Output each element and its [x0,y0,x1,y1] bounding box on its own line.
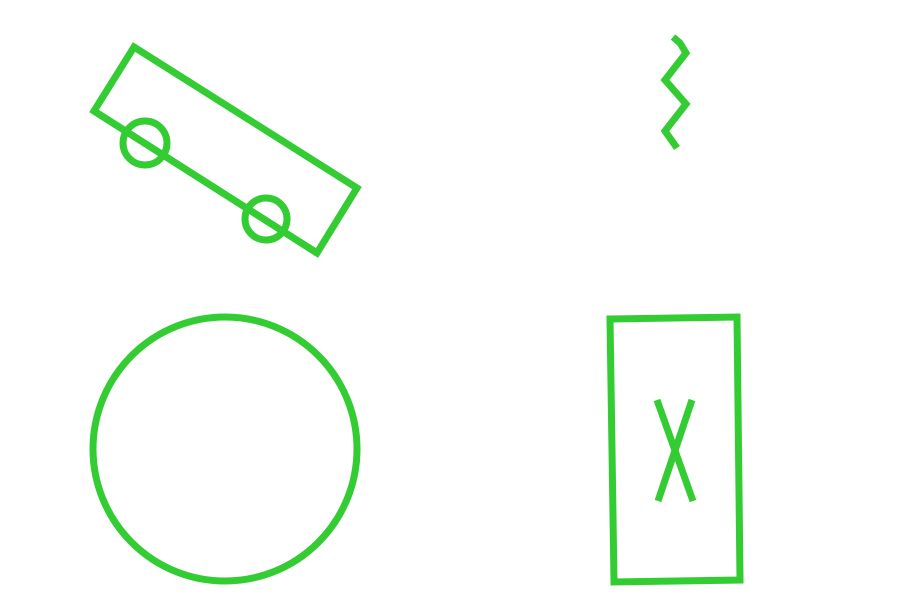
small-circle-left [119,117,171,169]
diagonal-line [92,108,319,256]
tilted-rectangle-with-circles [89,42,362,258]
small-circle-right [241,194,291,244]
rectangle-with-cross [606,313,744,586]
zigzag-line [660,34,691,151]
upright-rectangle [606,313,744,586]
tilted-rectangle [89,42,362,258]
large-circle [89,313,361,585]
cross-stroke-b [654,398,696,503]
